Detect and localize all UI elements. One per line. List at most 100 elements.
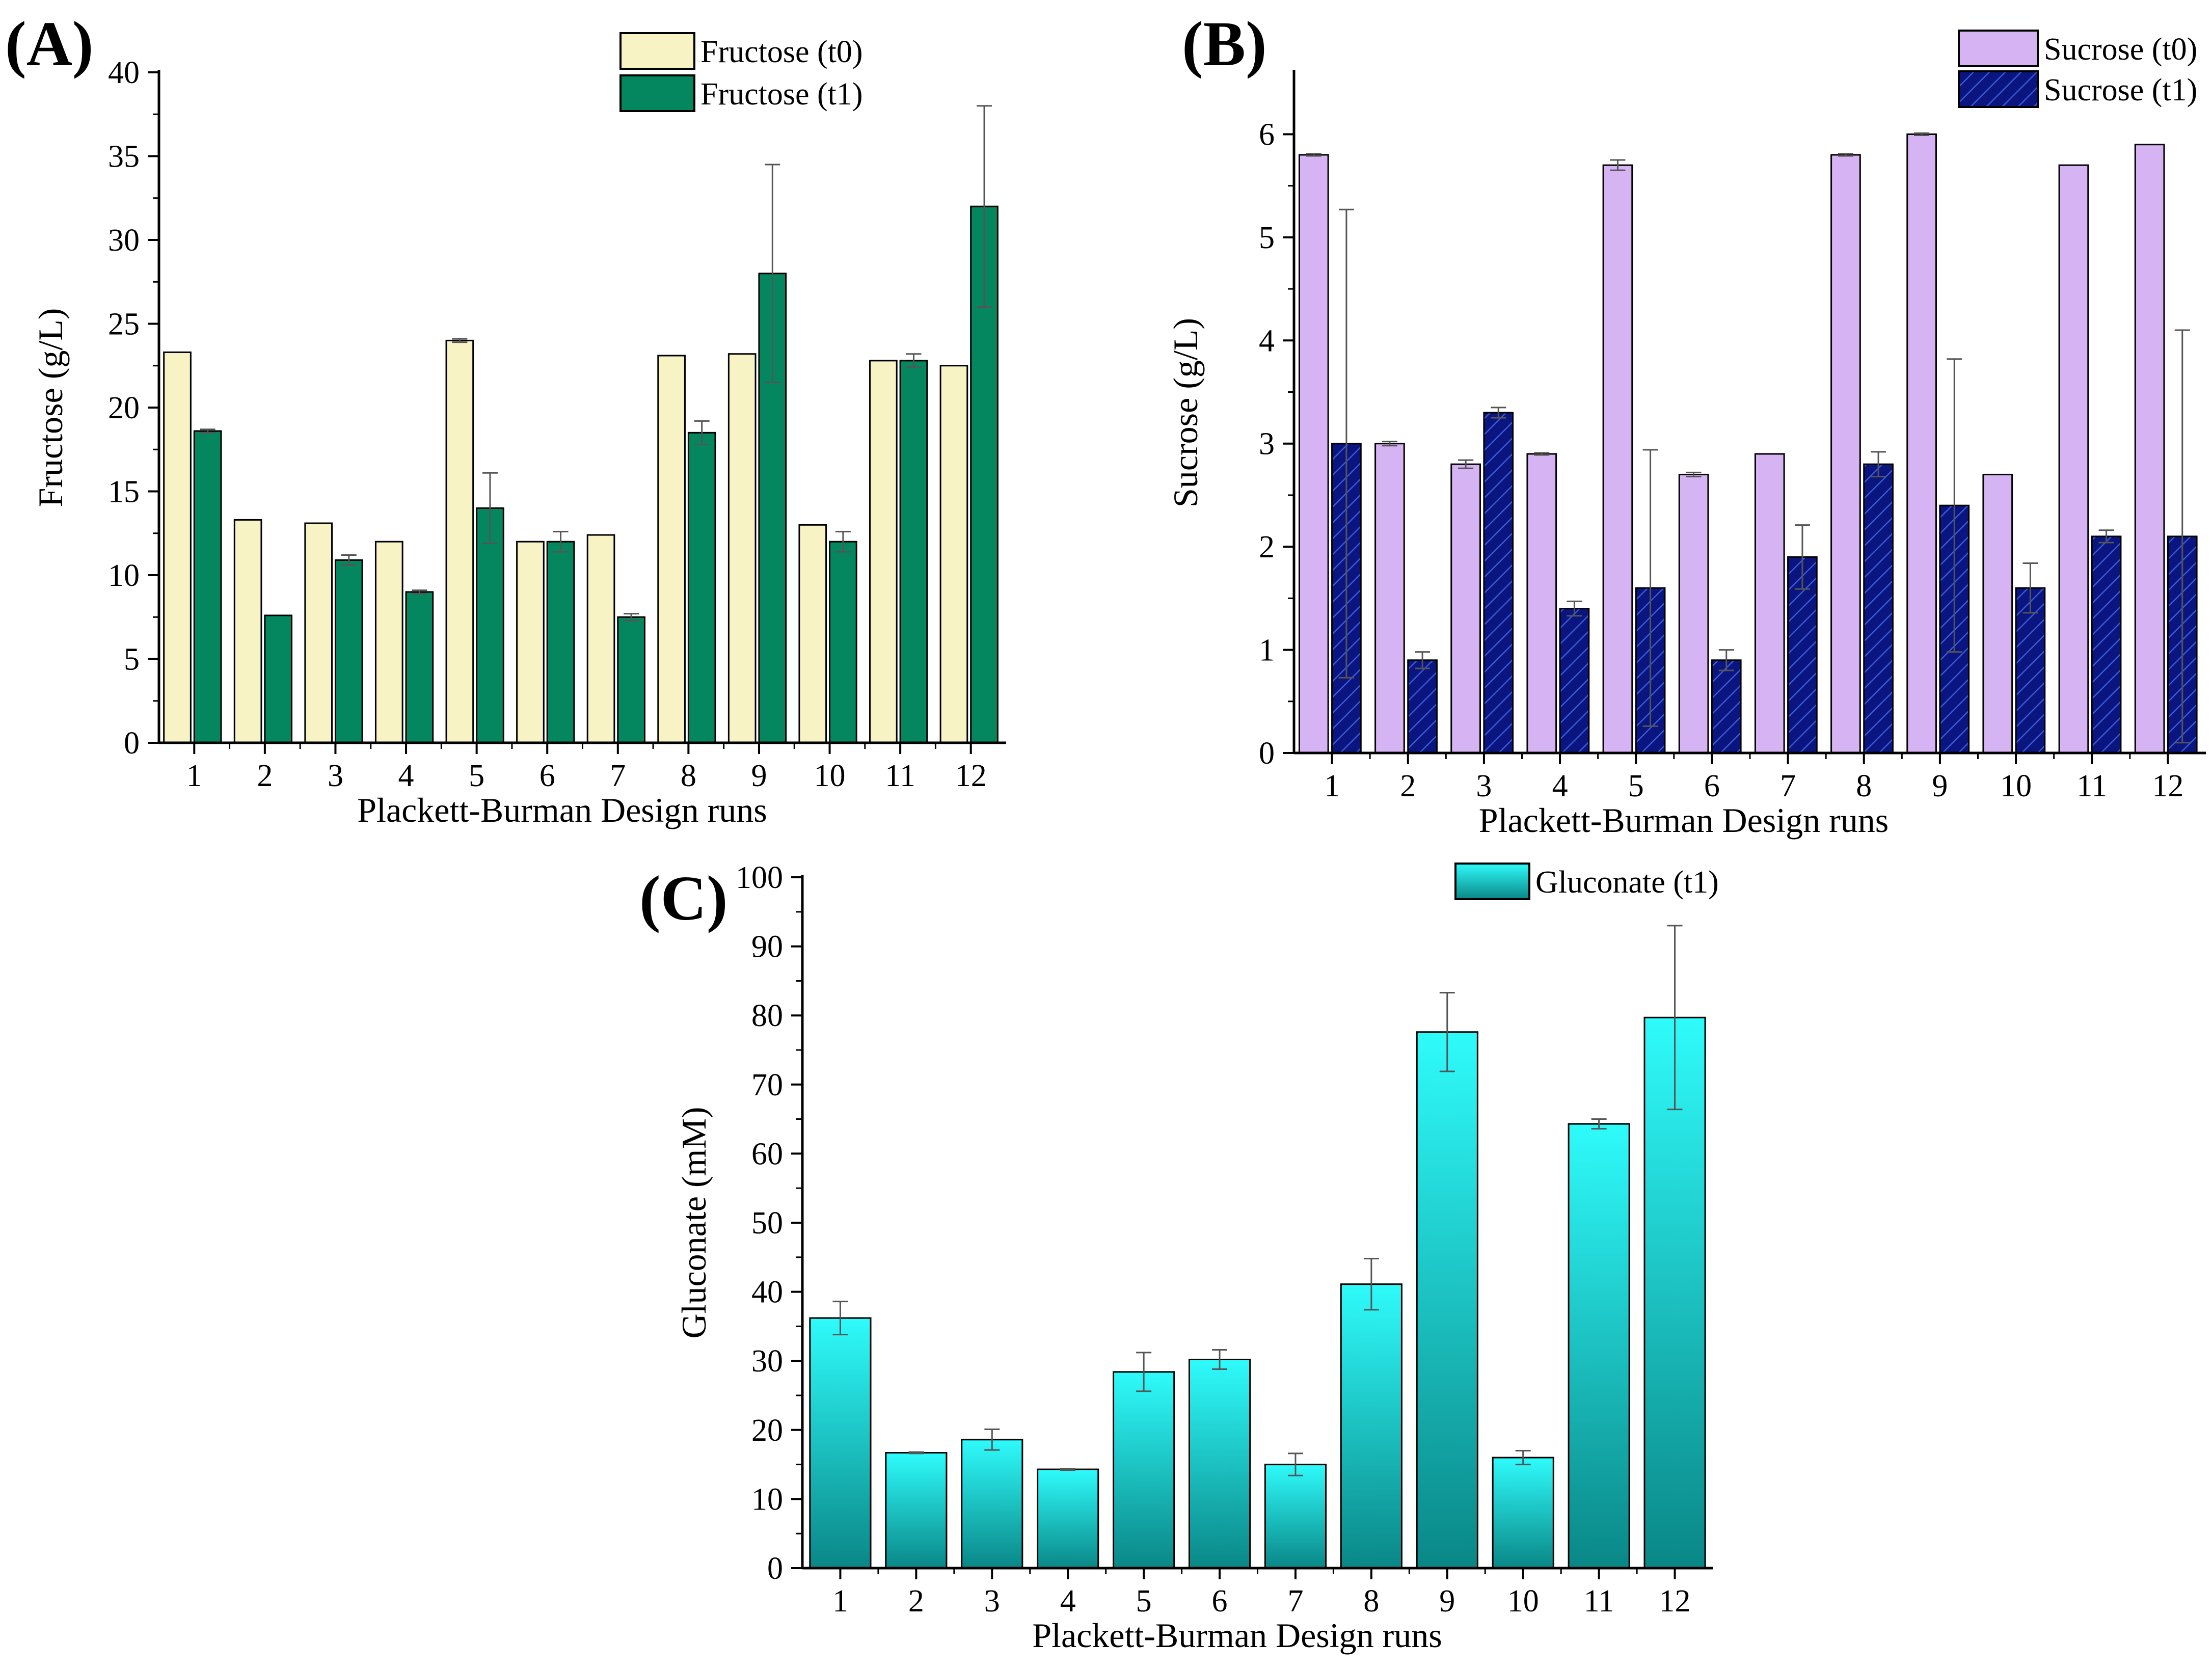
bar-sucrose-t1--run-6 xyxy=(1711,659,1742,754)
x-tick-label: 10 xyxy=(1507,1584,1539,1619)
error-bar-b-s1-run-10 xyxy=(2022,562,2038,614)
x-tick-label: 1 xyxy=(1324,769,1340,803)
x-axis-title: Plackett-Burman Design runs xyxy=(357,791,767,829)
error-bar-c-s0-run-9 xyxy=(1439,991,1455,1072)
bar-fructose-t0--run-7 xyxy=(586,534,615,744)
x-axis-title: Plackett-Burman Design runs xyxy=(1032,1616,1442,1655)
x-tick-label: 1 xyxy=(832,1584,848,1619)
error-bar-b-s1-run-12 xyxy=(2174,329,2190,744)
error-bar-b-s1-run-7 xyxy=(1794,524,1810,590)
bar-sucrose-t1--run-8 xyxy=(1863,463,1894,754)
error-bar-b-s1-run-5 xyxy=(1642,449,1658,727)
bar-fructose-t1--run-7 xyxy=(617,616,645,744)
bar-sucrose-t0--run-10 xyxy=(1982,473,2013,754)
error-bar-a-s1-run-7 xyxy=(624,613,639,622)
x-tick-label: 11 xyxy=(1584,1584,1614,1619)
bar-gluconate-t1--run-4 xyxy=(1037,1468,1099,1569)
x-axis-title: Plackett-Burman Design runs xyxy=(1479,801,1889,840)
error-bar-c-s0-run-7 xyxy=(1287,1452,1303,1476)
bar-fructose-t1--run-2 xyxy=(264,614,293,744)
y-tick-label: 50 xyxy=(751,1206,783,1241)
legend-swatch xyxy=(1958,70,2039,108)
x-tick-label: 10 xyxy=(2000,769,2032,803)
y-tick-label: 40 xyxy=(751,1275,783,1310)
bar-fructose-t0--run-5 xyxy=(445,339,474,744)
bar-fructose-t0--run-6 xyxy=(516,541,545,744)
x-tick-label: 1 xyxy=(186,759,202,793)
y-tick-label: 0 xyxy=(767,1551,783,1586)
error-bar-a-s1-run-12 xyxy=(977,105,992,308)
error-bar-b-s0-run-5 xyxy=(1610,159,1626,171)
error-bar-c-s0-run-6 xyxy=(1212,1349,1228,1370)
bar-sucrose-t1--run-4 xyxy=(1559,608,1590,754)
error-bar-a-s1-run-3 xyxy=(341,554,357,566)
x-tick-label: 12 xyxy=(2152,769,2183,803)
x-tick-label: 2 xyxy=(1400,769,1416,803)
error-bar-b-s0-run-4 xyxy=(1534,452,1550,456)
bar-fructose-t1--run-8 xyxy=(687,432,716,744)
x-tick-label: 3 xyxy=(328,759,343,793)
error-bar-b-s0-run-3 xyxy=(1458,459,1474,469)
x-tick-label: 4 xyxy=(1552,769,1568,803)
x-tick-label: 2 xyxy=(257,759,273,793)
x-tick-label: 10 xyxy=(814,759,846,793)
bar-gluconate-t1--run-6 xyxy=(1188,1358,1251,1569)
error-bar-b-s1-run-6 xyxy=(1718,649,1734,671)
error-bar-b-s1-run-11 xyxy=(2098,529,2114,544)
x-tick-label: 5 xyxy=(469,759,484,793)
y-tick-label: 6 xyxy=(1259,117,1275,152)
y-axis-title: Sucrose (g/L) xyxy=(1166,318,1205,507)
y-tick-label: 40 xyxy=(108,56,140,90)
x-tick-label: 9 xyxy=(1932,769,1948,803)
bar-fructose-t1--run-10 xyxy=(829,541,857,744)
x-tick-label: 8 xyxy=(1363,1584,1379,1619)
y-tick-label: 5 xyxy=(1259,221,1275,255)
y-tick-label: 30 xyxy=(751,1344,783,1379)
bar-fructose-t0--run-11 xyxy=(869,360,898,744)
error-bar-b-s0-run-1 xyxy=(1306,153,1321,157)
x-tick-label: 5 xyxy=(1628,769,1644,803)
legend-label: Sucrose (t0) xyxy=(2044,32,2197,67)
bar-fructose-t0--run-9 xyxy=(727,353,757,744)
error-bar-b-s1-run-3 xyxy=(1491,407,1506,419)
bar-fructose-t0--run-2 xyxy=(233,519,262,744)
y-tick-label: 2 xyxy=(1259,530,1275,564)
error-bar-b-s1-run-1 xyxy=(1338,208,1354,679)
bar-sucrose-t0--run-8 xyxy=(1830,154,1861,754)
panel-label: (C) xyxy=(639,864,728,934)
error-bar-c-s0-run-5 xyxy=(1136,1352,1152,1392)
error-bar-b-s0-run-6 xyxy=(1686,471,1702,478)
y-tick-label: 60 xyxy=(751,1137,783,1171)
error-bar-c-s0-run-3 xyxy=(984,1428,1000,1451)
x-tick-label: 3 xyxy=(984,1584,1000,1619)
bar-gluconate-t1--run-2 xyxy=(885,1452,948,1569)
x-tick-label: 9 xyxy=(751,759,767,793)
legend-label: Sucrose (t1) xyxy=(2044,73,2197,107)
panel-label: (B) xyxy=(1182,9,1267,79)
error-bar-a-s1-run-9 xyxy=(765,164,780,384)
bar-sucrose-t1--run-2 xyxy=(1407,659,1438,754)
bar-sucrose-t0--run-11 xyxy=(2058,164,2089,754)
legend-label: Gluconate (t1) xyxy=(1535,865,1719,900)
bar-gluconate-t1--run-7 xyxy=(1264,1464,1327,1569)
error-bar-a-s0-run-5 xyxy=(452,338,468,343)
error-bar-b-s1-run-2 xyxy=(1415,651,1431,669)
error-bar-c-s0-run-11 xyxy=(1591,1118,1607,1130)
x-tick-label: 3 xyxy=(1476,769,1492,803)
bar-gluconate-t1--run-11 xyxy=(1568,1123,1630,1569)
bar-fructose-t0--run-8 xyxy=(657,355,686,744)
legend-label: Fructose (t0) xyxy=(700,35,863,69)
error-bar-a-s1-run-5 xyxy=(482,472,498,544)
legend-swatch xyxy=(1454,863,1530,900)
bar-fructose-t1--run-4 xyxy=(405,591,434,744)
y-tick-label: 100 xyxy=(736,860,783,895)
bar-fructose-t1--run-6 xyxy=(546,541,575,744)
x-tick-label: 7 xyxy=(610,759,626,793)
x-tick-label: 8 xyxy=(681,759,696,793)
error-bar-c-s0-run-2 xyxy=(908,1451,924,1454)
x-tick-label: 8 xyxy=(1856,769,1872,803)
x-tick-label: 9 xyxy=(1439,1584,1455,1619)
error-bar-c-s0-run-1 xyxy=(832,1301,848,1336)
